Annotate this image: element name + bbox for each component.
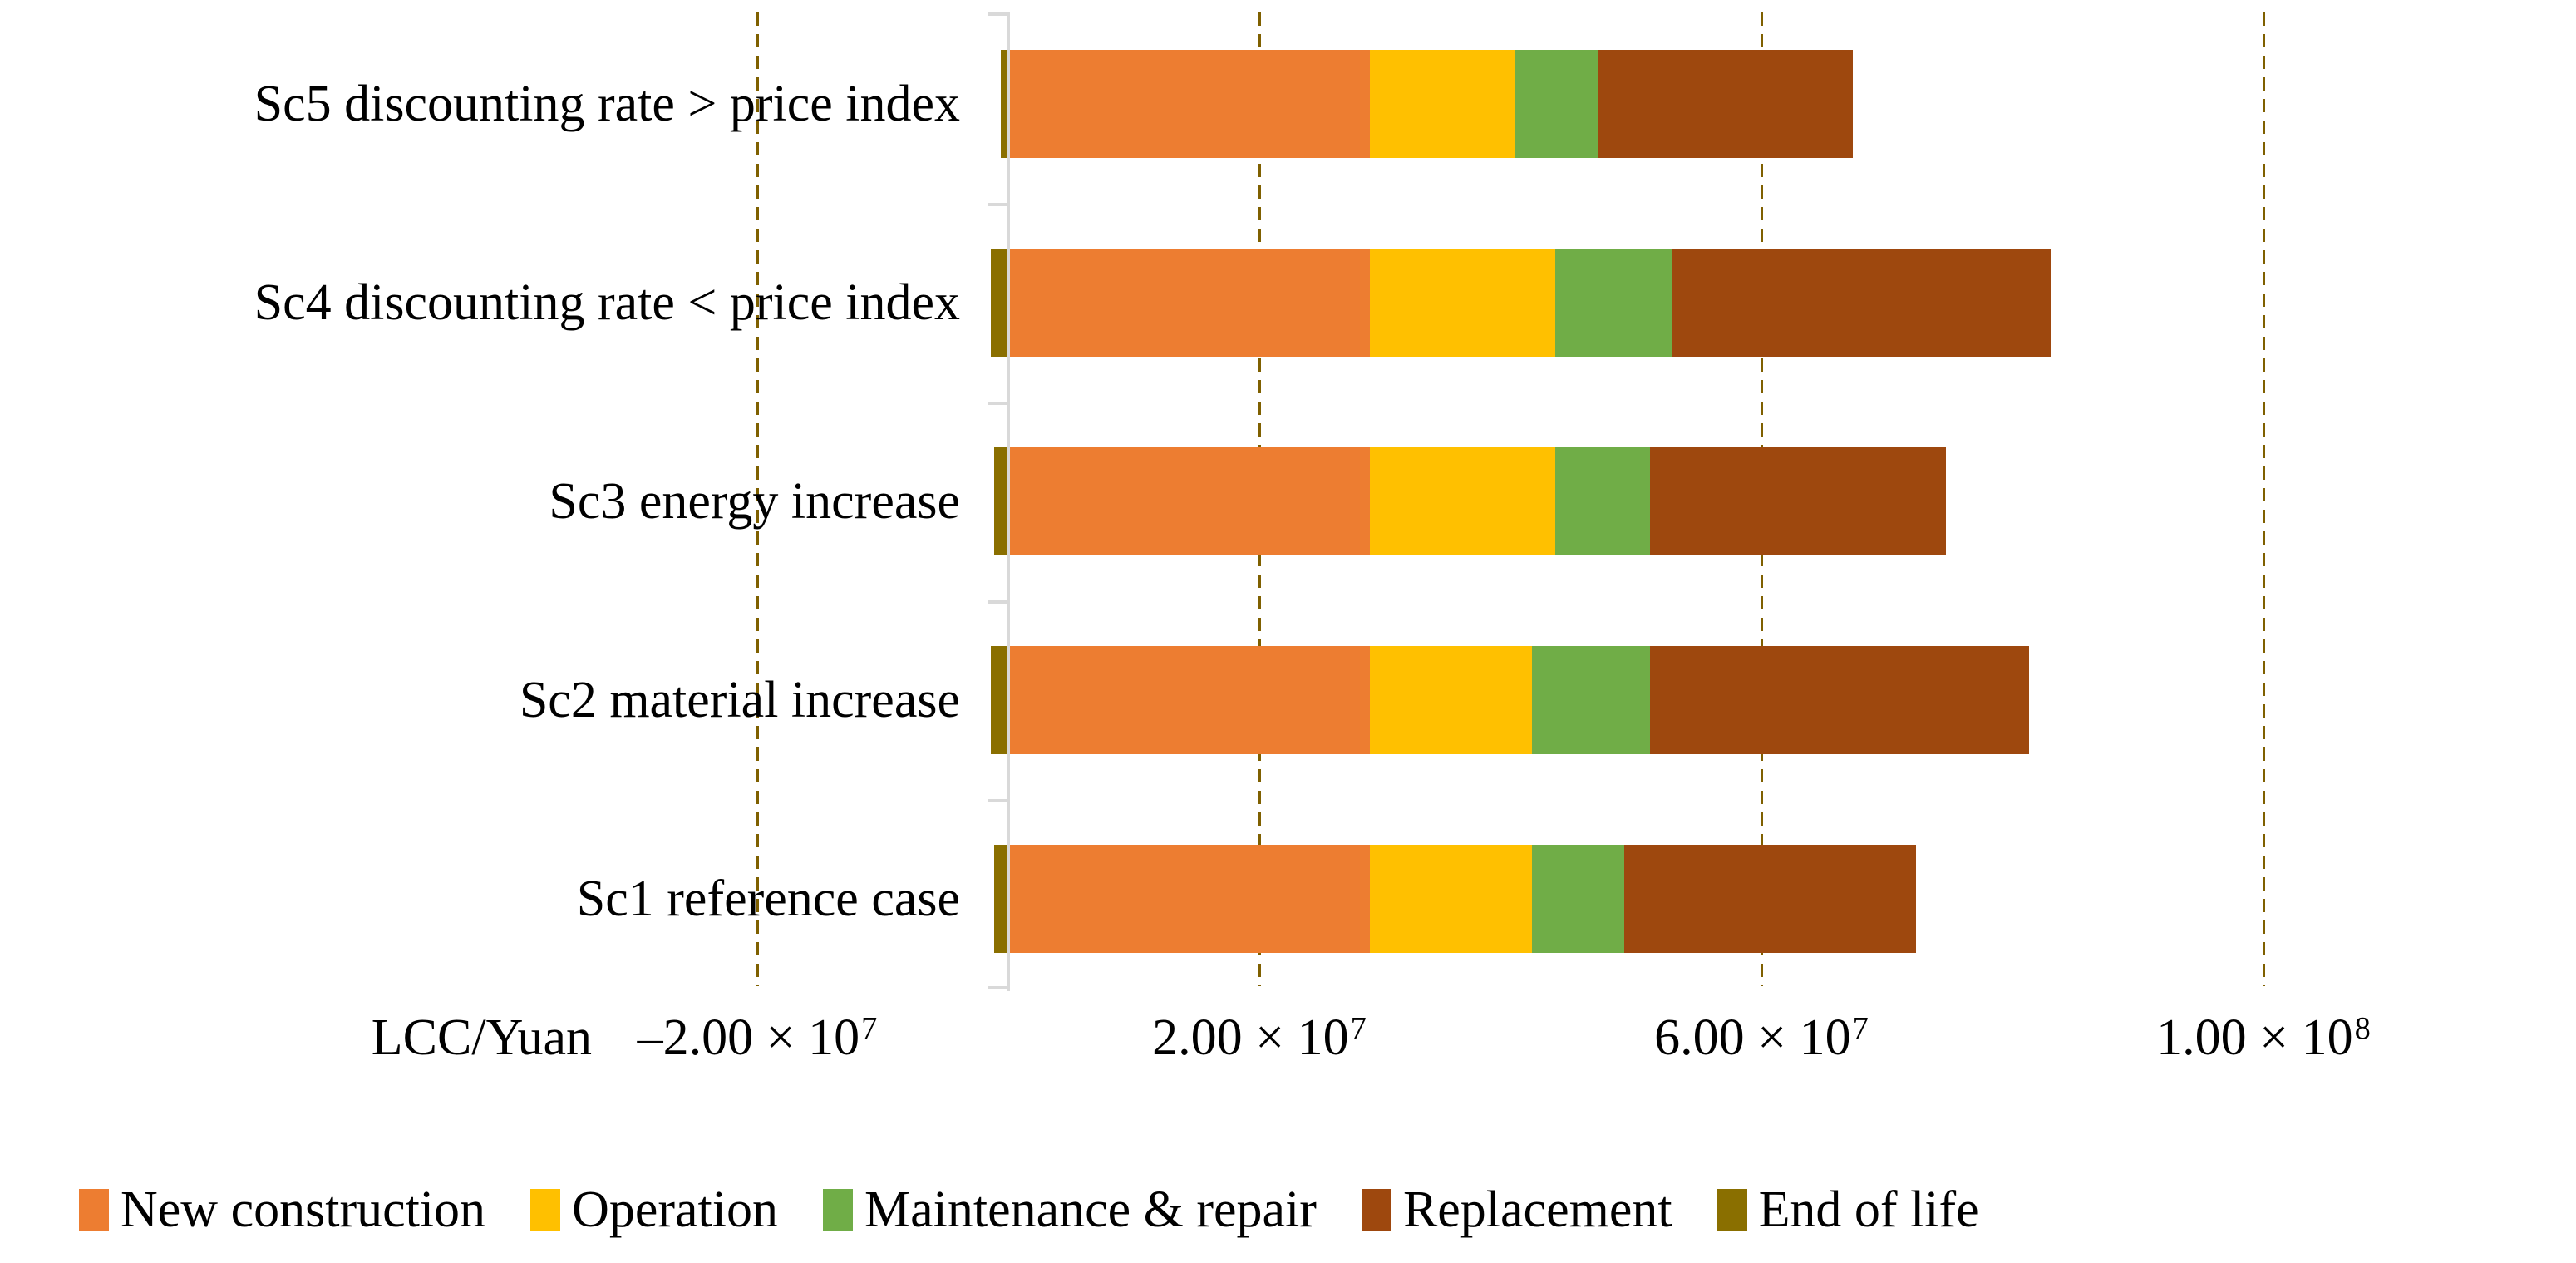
category-label-sc3: Sc3 energy increase	[549, 473, 960, 530]
category-label-sc1: Sc1 reference case	[576, 871, 960, 927]
axis-tick-mark	[988, 799, 1007, 802]
bar-segment-operation	[1369, 646, 1532, 754]
bar-segment-maintenance-repair	[1531, 646, 1650, 754]
bar-segment-maintenance-repair	[1531, 845, 1625, 953]
legend-item-replacement: Replacement	[1361, 1177, 1672, 1243]
category-label-sc5: Sc5 discounting rate > price index	[254, 76, 960, 132]
legend-item-end-of-life: End of life	[1717, 1177, 1979, 1243]
x-tick-label-60000000: 6.00 × 107	[1654, 1009, 1869, 1066]
bar-sc2	[0, 646, 2576, 754]
axis-tick-mark	[988, 402, 1007, 405]
bar-segment-new-construction	[1008, 249, 1370, 357]
x-tick-label-20000000: 2.00 × 107	[1152, 1009, 1367, 1066]
bar-segment-new-construction	[1008, 646, 1370, 754]
bar-segment-maintenance-repair	[1555, 447, 1650, 555]
legend-label: Maintenance & repair	[864, 1182, 1317, 1238]
legend-item-maintenance-repair: Maintenance & repair	[822, 1177, 1317, 1243]
bar-segment-replacement	[1649, 646, 2029, 754]
axis-tick-mark	[988, 203, 1007, 206]
legend-label: Operation	[572, 1182, 778, 1238]
bar-segment-end-of-life	[994, 845, 1008, 953]
bar-segment-new-construction	[1008, 447, 1370, 555]
bar-sc4	[0, 249, 2576, 357]
bar-sc3	[0, 447, 2576, 555]
gridline--20000000	[756, 12, 759, 986]
bar-segment-end-of-life	[994, 447, 1008, 555]
bar-segment-replacement	[1672, 249, 2051, 357]
bar-sc5	[0, 50, 2576, 158]
legend-item-operation: Operation	[530, 1177, 778, 1243]
x-tick-label-100000000: 1.00 × 108	[2156, 1009, 2371, 1066]
bar-segment-end-of-life	[990, 646, 1008, 754]
bar-segment-replacement	[1624, 845, 1916, 953]
legend-label: End of life	[1758, 1182, 1979, 1238]
legend-label: New construction	[121, 1182, 486, 1238]
bar-segment-end-of-life	[1000, 50, 1008, 158]
legend-swatch-replacement	[1361, 1189, 1391, 1231]
bar-segment-maintenance-repair	[1515, 50, 1598, 158]
bar-segment-replacement	[1649, 447, 1946, 555]
legend: New construction Operation Maintenance & r…	[79, 1177, 2531, 1243]
bar-sc1	[0, 845, 2576, 953]
x-axis-title: LCC/Yuan	[371, 1009, 592, 1066]
axis-tick-mark	[988, 12, 1007, 16]
legend-swatch-operation	[530, 1189, 561, 1231]
category-label-sc2: Sc2 material increase	[519, 672, 960, 728]
bar-segment-operation	[1369, 50, 1516, 158]
legend-swatch-new-construction	[79, 1189, 109, 1231]
axis-tick-mark	[988, 600, 1007, 604]
gridline-100000000	[2262, 12, 2265, 986]
legend-swatch-end-of-life	[1717, 1189, 1747, 1231]
bar-segment-operation	[1369, 447, 1556, 555]
bar-segment-operation	[1369, 845, 1532, 953]
category-label-sc4: Sc4 discounting rate < price index	[254, 274, 960, 331]
axis-tick-mark	[988, 986, 1007, 989]
legend-item-new-construction: New construction	[79, 1177, 485, 1243]
bar-segment-end-of-life	[990, 249, 1008, 357]
bar-segment-replacement	[1598, 50, 1854, 158]
bar-segment-maintenance-repair	[1555, 249, 1672, 357]
legend-swatch-maintenance-repair	[822, 1189, 853, 1231]
bar-segment-new-construction	[1008, 845, 1370, 953]
x-tick-label--20000000: –2.00 × 107	[637, 1009, 878, 1066]
bar-segment-new-construction	[1008, 50, 1370, 158]
legend-label: Replacement	[1402, 1182, 1672, 1238]
value-axis-line	[1007, 12, 1010, 991]
bar-segment-operation	[1369, 249, 1556, 357]
